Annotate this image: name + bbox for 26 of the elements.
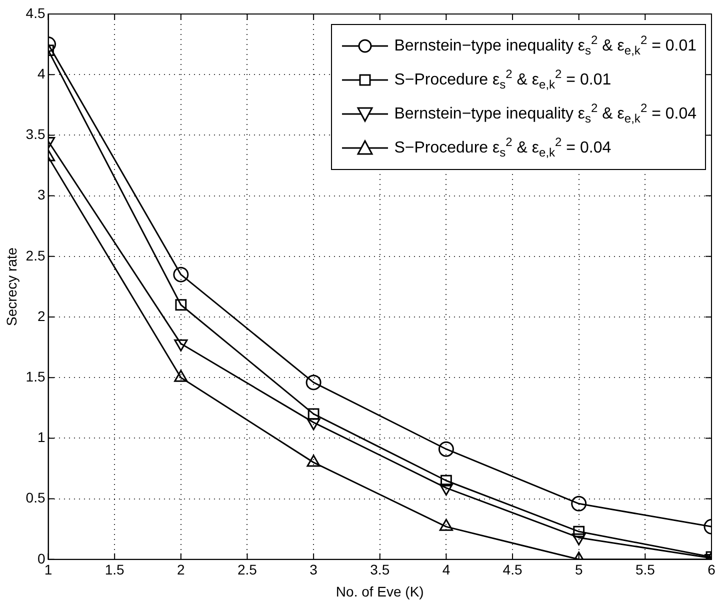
x-tick-label: 4 (442, 562, 450, 578)
y-tick-label: 3 (37, 186, 46, 203)
x-tick-label: 3.5 (370, 562, 390, 578)
legend-label: Bernstein−type inequality ε$_{s}$$^{2}$ & ε$_{e,k}$$^{2}$ = 0.01 (394, 32, 696, 58)
y-tick-label: 1 (37, 429, 46, 446)
y-axis-title: Secrecy rate (3, 247, 20, 326)
y-tick-label: 0 (37, 550, 46, 566)
y-tick-label: 2 (37, 308, 46, 324)
x-tick-label: 2 (177, 562, 186, 578)
y-tick-label: 3.5 (26, 126, 46, 142)
legend-label: S−Procedure ε$_{s}$$^{2}$ & ε$_{e,k}$$^{2}$ = 0.01 (394, 66, 612, 92)
x-tick-label: 6 (708, 562, 716, 578)
y-tick-label: 4 (37, 65, 46, 82)
y-tick-label: 0.5 (26, 490, 46, 506)
x-axis-title: No. of Eve (K) (336, 583, 424, 600)
y-tick-label: 2.5 (26, 247, 46, 264)
x-tick-label: 1.5 (104, 562, 125, 578)
legend-label: S−Procedure ε$_{s}$$^{2}$ & ε$_{e,k}$$^{2}$ = 0.04 (394, 134, 612, 160)
y-tick-label: 1.5 (26, 368, 46, 384)
legend-label: Bernstein−type inequality ε$_{s}$$^{2}$ & ε$_{e,k}$$^{2}$ = 0.04 (394, 100, 696, 126)
x-tick-label: 3 (310, 562, 318, 578)
x-tick-label: 5 (574, 562, 583, 578)
x-tick-label: 4.5 (502, 562, 522, 578)
x-tick-label: 2.5 (238, 562, 258, 578)
y-tick-label: 4.5 (26, 4, 46, 21)
x-tick-label: 5.5 (635, 562, 656, 578)
